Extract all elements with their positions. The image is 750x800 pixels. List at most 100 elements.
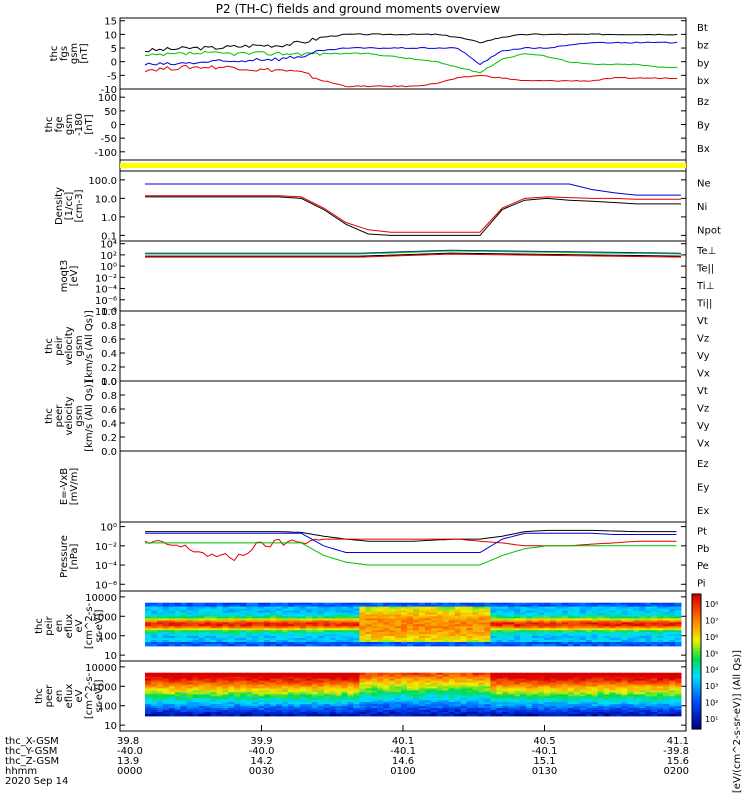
spectrogram-cell — [210, 694, 217, 697]
spectrogram-cell — [222, 710, 229, 713]
spectrogram-cell — [585, 690, 593, 693]
spectrogram-cell — [311, 708, 319, 711]
spectrogram-cell — [240, 694, 247, 697]
spectrogram-cell — [454, 614, 462, 617]
spectrogram-cell — [657, 610, 664, 614]
spectrogram-cell — [216, 694, 223, 697]
spectrogram-cell — [287, 686, 295, 689]
spectrogram-cell — [287, 682, 295, 685]
spectrogram-cell — [466, 698, 474, 701]
spectrogram-cell — [240, 672, 247, 676]
spectrogram-cell — [293, 608, 301, 612]
spectrogram-cell — [502, 624, 509, 627]
spectrogram-cell — [401, 634, 408, 637]
spectrogram-cell — [579, 634, 587, 637]
spectrogram-cell — [520, 643, 527, 647]
spectrogram-cell — [359, 692, 366, 695]
spectrogram-cell — [222, 694, 229, 697]
spectrogram-cell — [466, 682, 474, 685]
spectrogram-cell — [228, 702, 235, 705]
spectrogram-cell — [353, 604, 360, 608]
spectrogram-cell — [341, 640, 348, 643]
spectrogram-cell — [317, 682, 325, 685]
spectrogram-cell — [526, 630, 533, 633]
spectrogram-cell — [651, 710, 658, 713]
spectrogram-cell — [555, 680, 563, 684]
spectrogram-cell — [419, 702, 426, 705]
spectrogram-cell — [341, 684, 348, 687]
spectrogram-cell — [407, 702, 414, 705]
spectrogram-cell — [180, 706, 188, 709]
spectrogram-cell — [603, 702, 611, 705]
y-tick-label: -100 — [94, 148, 117, 159]
spectrogram-cell — [258, 630, 265, 633]
spectrogram-cell — [615, 620, 622, 623]
spectrogram-cell — [663, 698, 670, 701]
spectrogram-cell — [371, 688, 378, 691]
spectrogram-cell — [538, 704, 545, 707]
spectrogram-cell — [323, 702, 331, 705]
spectrogram-cell — [240, 626, 247, 629]
spectrogram-cell — [383, 676, 390, 680]
spectrogram-cell — [228, 628, 235, 631]
spectrogram-cell — [436, 624, 444, 627]
spectrogram-cell — [597, 674, 605, 678]
spectrogram-cell — [591, 676, 599, 680]
spectrogram-cell — [162, 632, 170, 635]
spectrogram-cell — [621, 706, 628, 709]
spectrogram-cell — [317, 602, 325, 606]
spectrogram-cell — [567, 604, 575, 608]
spectrogram-cell — [228, 698, 235, 701]
spectrogram-cell — [204, 642, 212, 645]
spectrogram-cell — [597, 632, 605, 635]
spectrogram-cell — [490, 608, 497, 612]
spectrogram-cell — [657, 712, 664, 715]
spectrogram-cell — [436, 640, 444, 643]
spectrogram-cell — [156, 713, 164, 717]
spectrogram-cell — [401, 608, 408, 612]
spectrogram-cell — [448, 638, 456, 641]
spectrogram-cell — [448, 692, 456, 695]
spectrogram-cell — [389, 704, 396, 707]
spectrogram-cell — [145, 692, 152, 695]
spectrogram-cell — [454, 700, 462, 703]
spectrogram-cell — [216, 690, 223, 693]
spectrogram-cell — [419, 688, 426, 691]
spectrogram-cell — [186, 700, 194, 703]
spectrogram-cell — [657, 604, 664, 608]
spectrogram-cell — [347, 700, 354, 703]
spectrogram-cell — [538, 634, 545, 637]
spectrogram-cell — [145, 690, 152, 693]
colorbar-cell — [692, 607, 701, 612]
spectrogram-cell — [287, 712, 295, 715]
spectrogram-cell — [329, 674, 337, 678]
spectrogram-cell — [299, 620, 307, 623]
y-axis-label: thc — [44, 117, 55, 133]
spectrogram-cell — [639, 708, 646, 711]
spectrogram-cell — [603, 696, 611, 699]
spectrogram-cell — [645, 643, 652, 647]
spectrogram-cell — [210, 690, 217, 693]
spectrogram-cell — [383, 612, 390, 615]
spectrogram-cell — [579, 692, 587, 695]
spectrogram-cell — [460, 608, 468, 612]
spectrogram-cell — [246, 684, 253, 687]
spectrogram-cell — [675, 672, 682, 676]
spectrogram-cell — [645, 696, 652, 699]
spectrogram-cell — [216, 634, 223, 637]
spectrogram-cell — [603, 708, 611, 711]
spectrogram-cell — [430, 614, 438, 617]
spectrogram-cell — [192, 702, 200, 705]
spectrogram-cell — [526, 643, 533, 647]
spectrogram-cell — [502, 686, 509, 689]
spectrogram-cell — [419, 626, 426, 629]
spectrogram-cell — [448, 684, 456, 687]
spectrogram-cell — [228, 688, 235, 691]
spectrogram-cell — [466, 628, 474, 631]
spectrogram-cell — [424, 706, 432, 709]
spectrogram-cell — [198, 674, 206, 678]
spectrogram-cell — [329, 614, 337, 617]
spectrogram-cell — [145, 608, 152, 612]
spectrogram-cell — [145, 614, 152, 617]
spectrogram-cell — [520, 602, 527, 606]
